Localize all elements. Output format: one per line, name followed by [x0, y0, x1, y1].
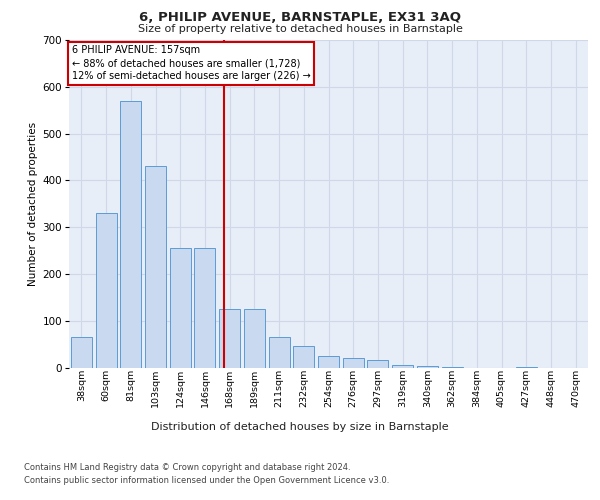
Bar — [516, 366, 537, 368]
Bar — [417, 366, 438, 368]
Y-axis label: Number of detached properties: Number of detached properties — [28, 122, 38, 286]
Bar — [219, 309, 240, 368]
Bar — [343, 358, 364, 368]
Bar — [95, 213, 116, 368]
Text: Contains HM Land Registry data © Crown copyright and database right 2024.: Contains HM Land Registry data © Crown c… — [24, 462, 350, 471]
Bar — [71, 337, 92, 368]
Text: 6, PHILIP AVENUE, BARNSTAPLE, EX31 3AQ: 6, PHILIP AVENUE, BARNSTAPLE, EX31 3AQ — [139, 11, 461, 24]
Text: Distribution of detached houses by size in Barnstaple: Distribution of detached houses by size … — [151, 422, 449, 432]
Bar — [367, 360, 388, 368]
Bar — [318, 356, 339, 368]
Bar — [244, 309, 265, 368]
Bar — [120, 101, 141, 367]
Bar — [194, 248, 215, 368]
Bar — [392, 365, 413, 368]
Bar — [442, 366, 463, 368]
Bar — [170, 248, 191, 368]
Text: 6 PHILIP AVENUE: 157sqm
← 88% of detached houses are smaller (1,728)
12% of semi: 6 PHILIP AVENUE: 157sqm ← 88% of detache… — [71, 45, 310, 82]
Text: Contains public sector information licensed under the Open Government Licence v3: Contains public sector information licen… — [24, 476, 389, 485]
Text: Size of property relative to detached houses in Barnstaple: Size of property relative to detached ho… — [137, 24, 463, 34]
Bar — [293, 346, 314, 368]
Bar — [145, 166, 166, 368]
Bar — [269, 337, 290, 368]
